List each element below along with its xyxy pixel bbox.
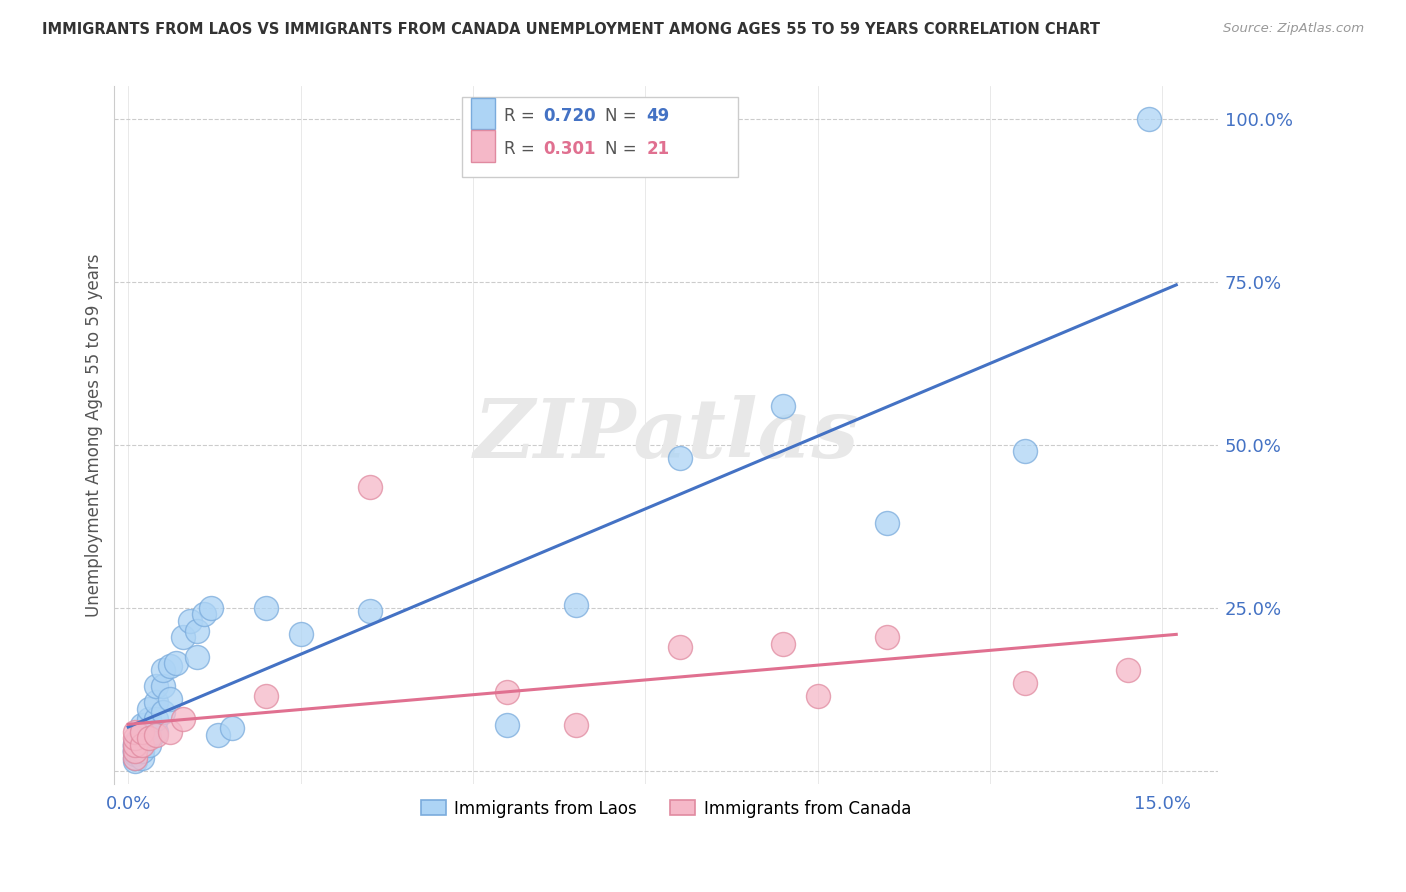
Point — [124, 738, 146, 752]
Point — [254, 689, 277, 703]
Point — [131, 750, 153, 764]
Point — [807, 689, 830, 703]
Point — [172, 630, 194, 644]
Point — [145, 728, 167, 742]
Text: IMMIGRANTS FROM LAOS VS IMMIGRANTS FROM CANADA UNEMPLOYMENT AMONG AGES 55 TO 59 : IMMIGRANTS FROM LAOS VS IMMIGRANTS FROM … — [42, 22, 1099, 37]
Point — [138, 702, 160, 716]
Point — [138, 738, 160, 752]
Point — [565, 718, 588, 732]
FancyBboxPatch shape — [471, 97, 495, 129]
Point — [221, 722, 243, 736]
Point — [124, 747, 146, 762]
Point — [152, 705, 174, 719]
Point — [290, 627, 312, 641]
Point — [772, 637, 794, 651]
Point — [565, 598, 588, 612]
Point — [186, 624, 208, 638]
Point — [1014, 444, 1036, 458]
Point — [124, 744, 146, 758]
Point — [124, 736, 146, 750]
Point — [669, 450, 692, 465]
Point — [179, 614, 201, 628]
Text: ZIPatlas: ZIPatlas — [474, 395, 859, 475]
Point — [124, 750, 146, 764]
Point — [145, 712, 167, 726]
Point — [124, 739, 146, 753]
Point — [152, 679, 174, 693]
Point — [876, 630, 898, 644]
Text: N =: N = — [606, 140, 643, 158]
Point — [138, 731, 160, 745]
Point — [159, 692, 181, 706]
Point — [145, 695, 167, 709]
Point — [124, 746, 146, 760]
Point — [124, 743, 146, 757]
Point — [193, 607, 215, 622]
Point — [200, 600, 222, 615]
Point — [131, 718, 153, 732]
Point — [496, 685, 519, 699]
Point — [131, 738, 153, 752]
Point — [1137, 112, 1160, 126]
Point — [138, 728, 160, 742]
Point — [138, 722, 160, 736]
Text: R =: R = — [503, 107, 540, 126]
Point — [159, 659, 181, 673]
Point — [207, 728, 229, 742]
Point — [131, 738, 153, 752]
Point — [138, 712, 160, 726]
Text: N =: N = — [606, 107, 643, 126]
Point — [131, 731, 153, 745]
Point — [496, 718, 519, 732]
Point — [152, 663, 174, 677]
FancyBboxPatch shape — [463, 97, 738, 177]
Point — [669, 640, 692, 654]
Legend: Immigrants from Laos, Immigrants from Canada: Immigrants from Laos, Immigrants from Ca… — [415, 793, 918, 824]
Point — [1116, 663, 1139, 677]
Point — [254, 600, 277, 615]
Text: 0.720: 0.720 — [544, 107, 596, 126]
Point — [131, 724, 153, 739]
Text: 0.301: 0.301 — [544, 140, 596, 158]
Text: R =: R = — [503, 140, 540, 158]
Point — [772, 399, 794, 413]
Y-axis label: Unemployment Among Ages 55 to 59 years: Unemployment Among Ages 55 to 59 years — [86, 253, 103, 616]
Text: Source: ZipAtlas.com: Source: ZipAtlas.com — [1223, 22, 1364, 36]
Point — [124, 740, 146, 755]
Point — [124, 750, 146, 764]
Point — [124, 754, 146, 768]
Point — [876, 516, 898, 530]
Point — [186, 649, 208, 664]
Point — [124, 744, 146, 758]
Point — [124, 738, 146, 752]
Point — [145, 679, 167, 693]
Point — [145, 724, 167, 739]
Point — [131, 744, 153, 758]
Point — [359, 480, 381, 494]
Point — [131, 724, 153, 739]
Point — [172, 712, 194, 726]
Point — [166, 656, 188, 670]
Point — [124, 731, 146, 745]
Point — [1014, 675, 1036, 690]
Point — [124, 724, 146, 739]
FancyBboxPatch shape — [471, 130, 495, 161]
Point — [159, 724, 181, 739]
Text: 49: 49 — [647, 107, 669, 126]
Point — [359, 604, 381, 618]
Text: 21: 21 — [647, 140, 669, 158]
